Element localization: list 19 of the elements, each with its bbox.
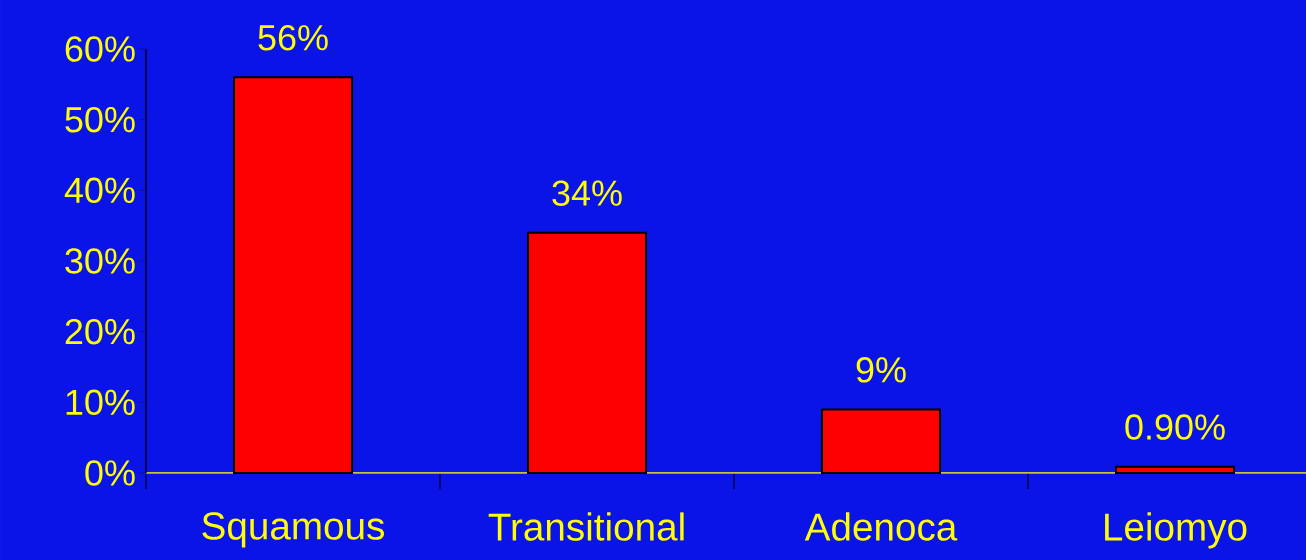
x-tick-label: Leiomyo — [1105, 512, 1247, 549]
data-label: 0.90% — [1125, 414, 1225, 440]
y-tick-label: 20% — [65, 318, 135, 345]
y-tick-label: 0% — [85, 460, 135, 486]
data-label: 34% — [552, 180, 622, 206]
bar — [821, 408, 942, 474]
y-tick-label: 10% — [66, 389, 135, 416]
bar — [233, 76, 354, 474]
x-tick-label: Transitional — [488, 512, 684, 541]
bar — [527, 231, 648, 474]
data-label: 9% — [856, 357, 906, 383]
y-tick-label: 60% — [65, 36, 135, 62]
y-tick-label: 50% — [65, 106, 135, 133]
bar — [1115, 465, 1236, 474]
data-label: 56% — [258, 25, 328, 51]
y-tick-label: 40% — [64, 177, 135, 204]
x-tick-label: Squamous — [202, 512, 385, 548]
y-tick-label: 30% — [65, 248, 135, 274]
x-tick-label: Adenoca — [804, 512, 958, 541]
